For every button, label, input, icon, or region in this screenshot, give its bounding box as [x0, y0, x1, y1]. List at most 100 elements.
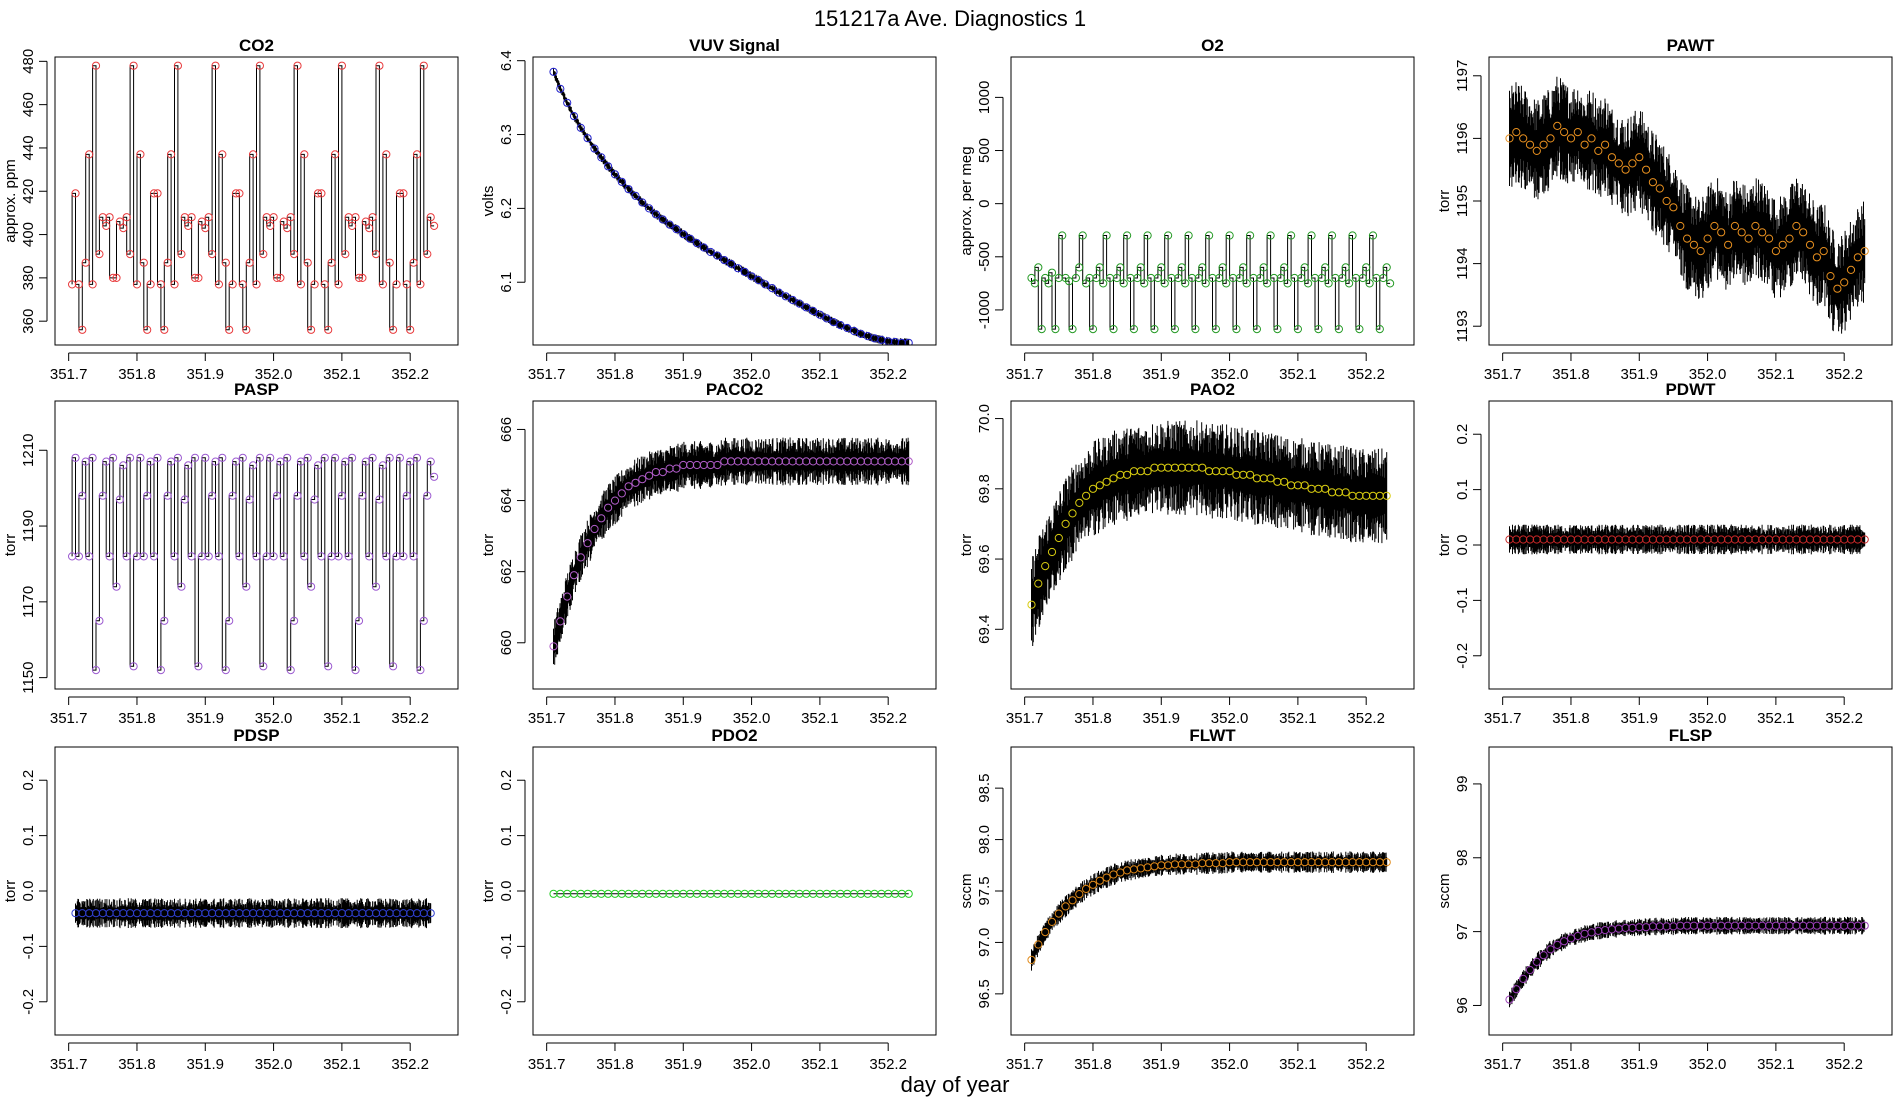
y-axis-label: torr — [958, 534, 975, 557]
data-point — [163, 258, 172, 267]
panel-co2: CO2 351.7 351.8 351.9 352.0 352.1 352.2 360 380 4… — [2, 36, 459, 383]
panel-title: PAO2 — [1190, 380, 1235, 399]
data-point — [119, 224, 128, 233]
data-point — [1246, 231, 1255, 240]
y-tick-label: 660 — [498, 630, 515, 655]
data-point — [126, 250, 135, 259]
data-point — [1191, 325, 1200, 334]
data-point — [1293, 325, 1303, 334]
data-point — [115, 217, 125, 226]
data-point — [259, 250, 268, 259]
data-point — [252, 552, 261, 561]
x-tick-label: 351.7 — [50, 710, 88, 727]
x-tick-label: 351.9 — [664, 1056, 702, 1073]
panels: CO2 351.7 351.8 351.9 352.0 352.1 352.2 360 380 4… — [2, 36, 1893, 1073]
x-tick-label: 351.9 — [186, 710, 224, 727]
y-axis-label: approx. per meg — [958, 146, 975, 255]
data-point — [368, 213, 377, 222]
figure-xlabel: day of year — [901, 1072, 1010, 1097]
x-tick-label: 351.8 — [596, 1056, 634, 1073]
x-tick-label: 351.9 — [1142, 1056, 1180, 1073]
data-point — [184, 461, 193, 470]
data-point — [208, 250, 217, 259]
data-point — [713, 460, 722, 470]
data-point — [849, 326, 859, 336]
data-point — [156, 280, 165, 289]
y-axis: 660 662 664 666 — [498, 417, 526, 655]
x-tick-label: 351.7 — [528, 1056, 566, 1073]
y-tick-label: -500 — [976, 242, 993, 272]
x-tick-label: 351.9 — [664, 710, 702, 727]
data-point — [686, 234, 695, 243]
data-point — [1276, 273, 1285, 283]
data-point — [167, 457, 176, 466]
data-point — [190, 273, 200, 282]
data-point — [1095, 481, 1104, 490]
data-point — [1805, 240, 1815, 249]
data-point — [252, 280, 261, 289]
data-point — [576, 123, 585, 133]
data-point — [651, 210, 661, 219]
x-tick-label: 352.0 — [1689, 710, 1727, 727]
data-point — [1300, 481, 1309, 490]
data-point — [1082, 884, 1091, 894]
y-tick-label: 69.4 — [976, 615, 993, 644]
data-point — [658, 468, 667, 477]
y-tick-label: 96 — [1454, 997, 1471, 1014]
x-tick-label: 352.0 — [733, 710, 771, 727]
data-point — [423, 491, 432, 500]
data-point — [706, 247, 715, 257]
data-point — [255, 453, 264, 462]
data-point — [1287, 231, 1296, 240]
y-tick-label: 664 — [498, 488, 515, 513]
data-point — [1505, 995, 1514, 1004]
data-point — [1341, 263, 1350, 272]
data-point — [1061, 519, 1070, 529]
data-point — [1628, 159, 1637, 168]
data-point — [242, 582, 251, 591]
data-point — [160, 616, 169, 625]
data-point — [276, 457, 285, 466]
data-point — [904, 338, 913, 345]
data-point — [375, 495, 384, 504]
data-point — [754, 275, 763, 285]
plot-frame — [1488, 400, 1893, 690]
data-point — [1136, 263, 1145, 272]
data-point — [1215, 273, 1224, 283]
x-tick-label: 352.1 — [1757, 710, 1795, 727]
data-point — [348, 221, 357, 230]
data-point — [235, 552, 244, 561]
data-point — [378, 280, 387, 289]
data-point — [1304, 279, 1313, 288]
data-point — [1225, 467, 1234, 476]
data-point — [774, 288, 784, 297]
raw-trace — [75, 898, 432, 929]
x-tick-label: 351.7 — [528, 366, 566, 383]
y-axis: 96.5 97.0 97.5 98.0 98.5 — [976, 774, 1004, 1008]
data-point — [1177, 263, 1186, 272]
data-point — [300, 552, 309, 561]
data-point — [631, 191, 640, 200]
data-point — [1266, 474, 1275, 483]
y-tick-label: -0.1 — [1454, 587, 1471, 613]
data-point — [238, 453, 247, 462]
y-tick-label: 420 — [20, 179, 37, 204]
data-point — [1532, 146, 1541, 155]
data-point — [624, 185, 633, 194]
data-point — [1846, 265, 1856, 274]
data-point — [1088, 325, 1098, 334]
data-point — [727, 259, 736, 268]
raw-trace — [553, 437, 910, 665]
x-tick-label: 352.1 — [323, 1056, 361, 1073]
x-tick-label: 351.8 — [1074, 366, 1112, 383]
data-point — [170, 280, 179, 289]
x-tick-label: 351.7 — [1484, 1056, 1522, 1073]
y-axis: -0.2 -0.1 0.0 0.1 0.2 — [1454, 424, 1482, 669]
data-point — [1594, 146, 1603, 155]
data-point — [341, 250, 350, 259]
y-tick-label: 0.2 — [1454, 424, 1471, 445]
data-point — [1717, 228, 1726, 237]
data-point — [375, 61, 384, 70]
data-point — [334, 280, 343, 289]
data-point — [1539, 140, 1548, 149]
